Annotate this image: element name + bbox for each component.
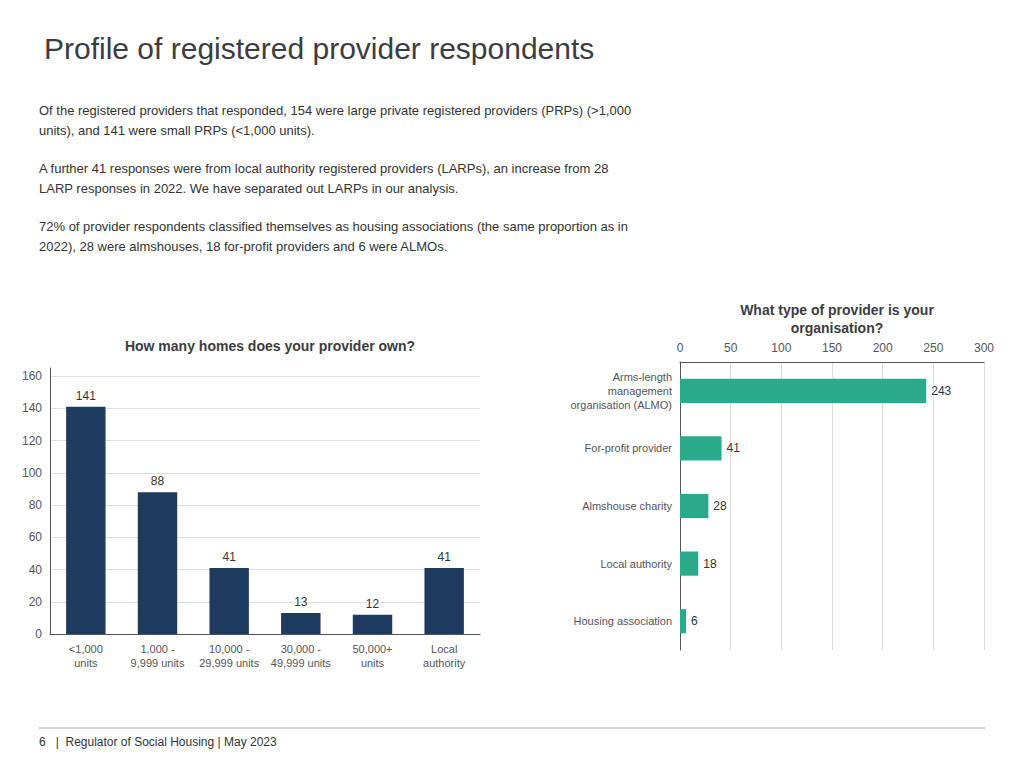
svg-text:80: 80	[29, 498, 43, 512]
svg-text:72% of provider respondents cl: 72% of provider respondents classified t…	[39, 219, 628, 234]
svg-text:LARP responses in 2022. We hav: LARP responses in 2022. We have separate…	[39, 181, 458, 196]
svg-text:41: 41	[437, 550, 451, 564]
svg-text:10,000 -: 10,000 -	[209, 643, 250, 655]
svg-text:Profile of registered provider: Profile of registered provider responden…	[44, 32, 594, 65]
svg-text:300: 300	[974, 341, 994, 355]
svg-text:units: units	[361, 657, 385, 669]
svg-text:20: 20	[29, 595, 43, 609]
svg-text:13: 13	[294, 595, 308, 609]
svg-text:150: 150	[822, 341, 842, 355]
svg-text:units), and 141 were small PRP: units), and 141 were small PRPs (<1,000 …	[39, 123, 315, 138]
svg-text:management: management	[608, 385, 672, 397]
svg-text:1,000 -: 1,000 -	[140, 643, 175, 655]
svg-text:100: 100	[22, 466, 42, 480]
svg-text:A further 41 responses were fr: A further 41 responses were from local a…	[39, 161, 608, 176]
svg-text:29,999 units: 29,999 units	[199, 657, 259, 669]
svg-text:2022), 28 were almshouses, 18: 2022), 28 were almshouses, 18 for-profit…	[39, 239, 447, 254]
svg-text:141: 141	[76, 389, 96, 403]
svg-text:88: 88	[151, 474, 165, 488]
svg-text:Housing association: Housing association	[574, 615, 672, 627]
svg-text:28: 28	[713, 499, 727, 513]
svg-text:30,000 -: 30,000 -	[281, 643, 322, 655]
svg-text:50: 50	[724, 341, 738, 355]
svg-text:0: 0	[677, 341, 684, 355]
svg-text:Almshouse charity: Almshouse charity	[582, 500, 672, 512]
svg-text:18: 18	[703, 557, 717, 571]
svg-text:40: 40	[29, 563, 43, 577]
svg-text:41: 41	[727, 441, 741, 455]
svg-text:For-profit provider: For-profit provider	[585, 442, 673, 454]
svg-text:250: 250	[923, 341, 943, 355]
svg-text:units: units	[74, 657, 98, 669]
svg-text:12: 12	[366, 597, 380, 611]
svg-text:120: 120	[22, 434, 42, 448]
svg-text:organisation?: organisation?	[791, 320, 884, 336]
svg-text:<1,000: <1,000	[69, 643, 103, 655]
svg-text:6 | Regulator of Social Hou: 6 | Regulator of Social Housing | May 20…	[39, 735, 277, 749]
svg-text:50,000+: 50,000+	[352, 643, 392, 655]
svg-text:What type of provider is your: What type of provider is your	[740, 302, 934, 318]
svg-text:organisation (ALMO): organisation (ALMO)	[571, 399, 673, 411]
svg-text:9,999 units: 9,999 units	[131, 657, 185, 669]
svg-text:60: 60	[29, 530, 43, 544]
svg-text:140: 140	[22, 401, 42, 415]
svg-text:How many homes does your provi: How many homes does your provider own?	[125, 338, 415, 354]
svg-text:6: 6	[691, 614, 698, 628]
svg-text:Arms-length: Arms-length	[613, 371, 672, 383]
svg-text:Local authority: Local authority	[600, 558, 672, 570]
svg-text:160: 160	[22, 369, 42, 383]
svg-text:49,999 units: 49,999 units	[271, 657, 331, 669]
svg-text:243: 243	[931, 384, 951, 398]
svg-text:Local: Local	[431, 643, 457, 655]
svg-text:authority: authority	[423, 657, 466, 669]
svg-text:100: 100	[771, 341, 791, 355]
svg-text:41: 41	[222, 550, 236, 564]
svg-text:200: 200	[873, 341, 893, 355]
svg-text:0: 0	[35, 627, 42, 641]
svg-text:Of the registered providers th: Of the registered providers that respond…	[39, 103, 631, 118]
